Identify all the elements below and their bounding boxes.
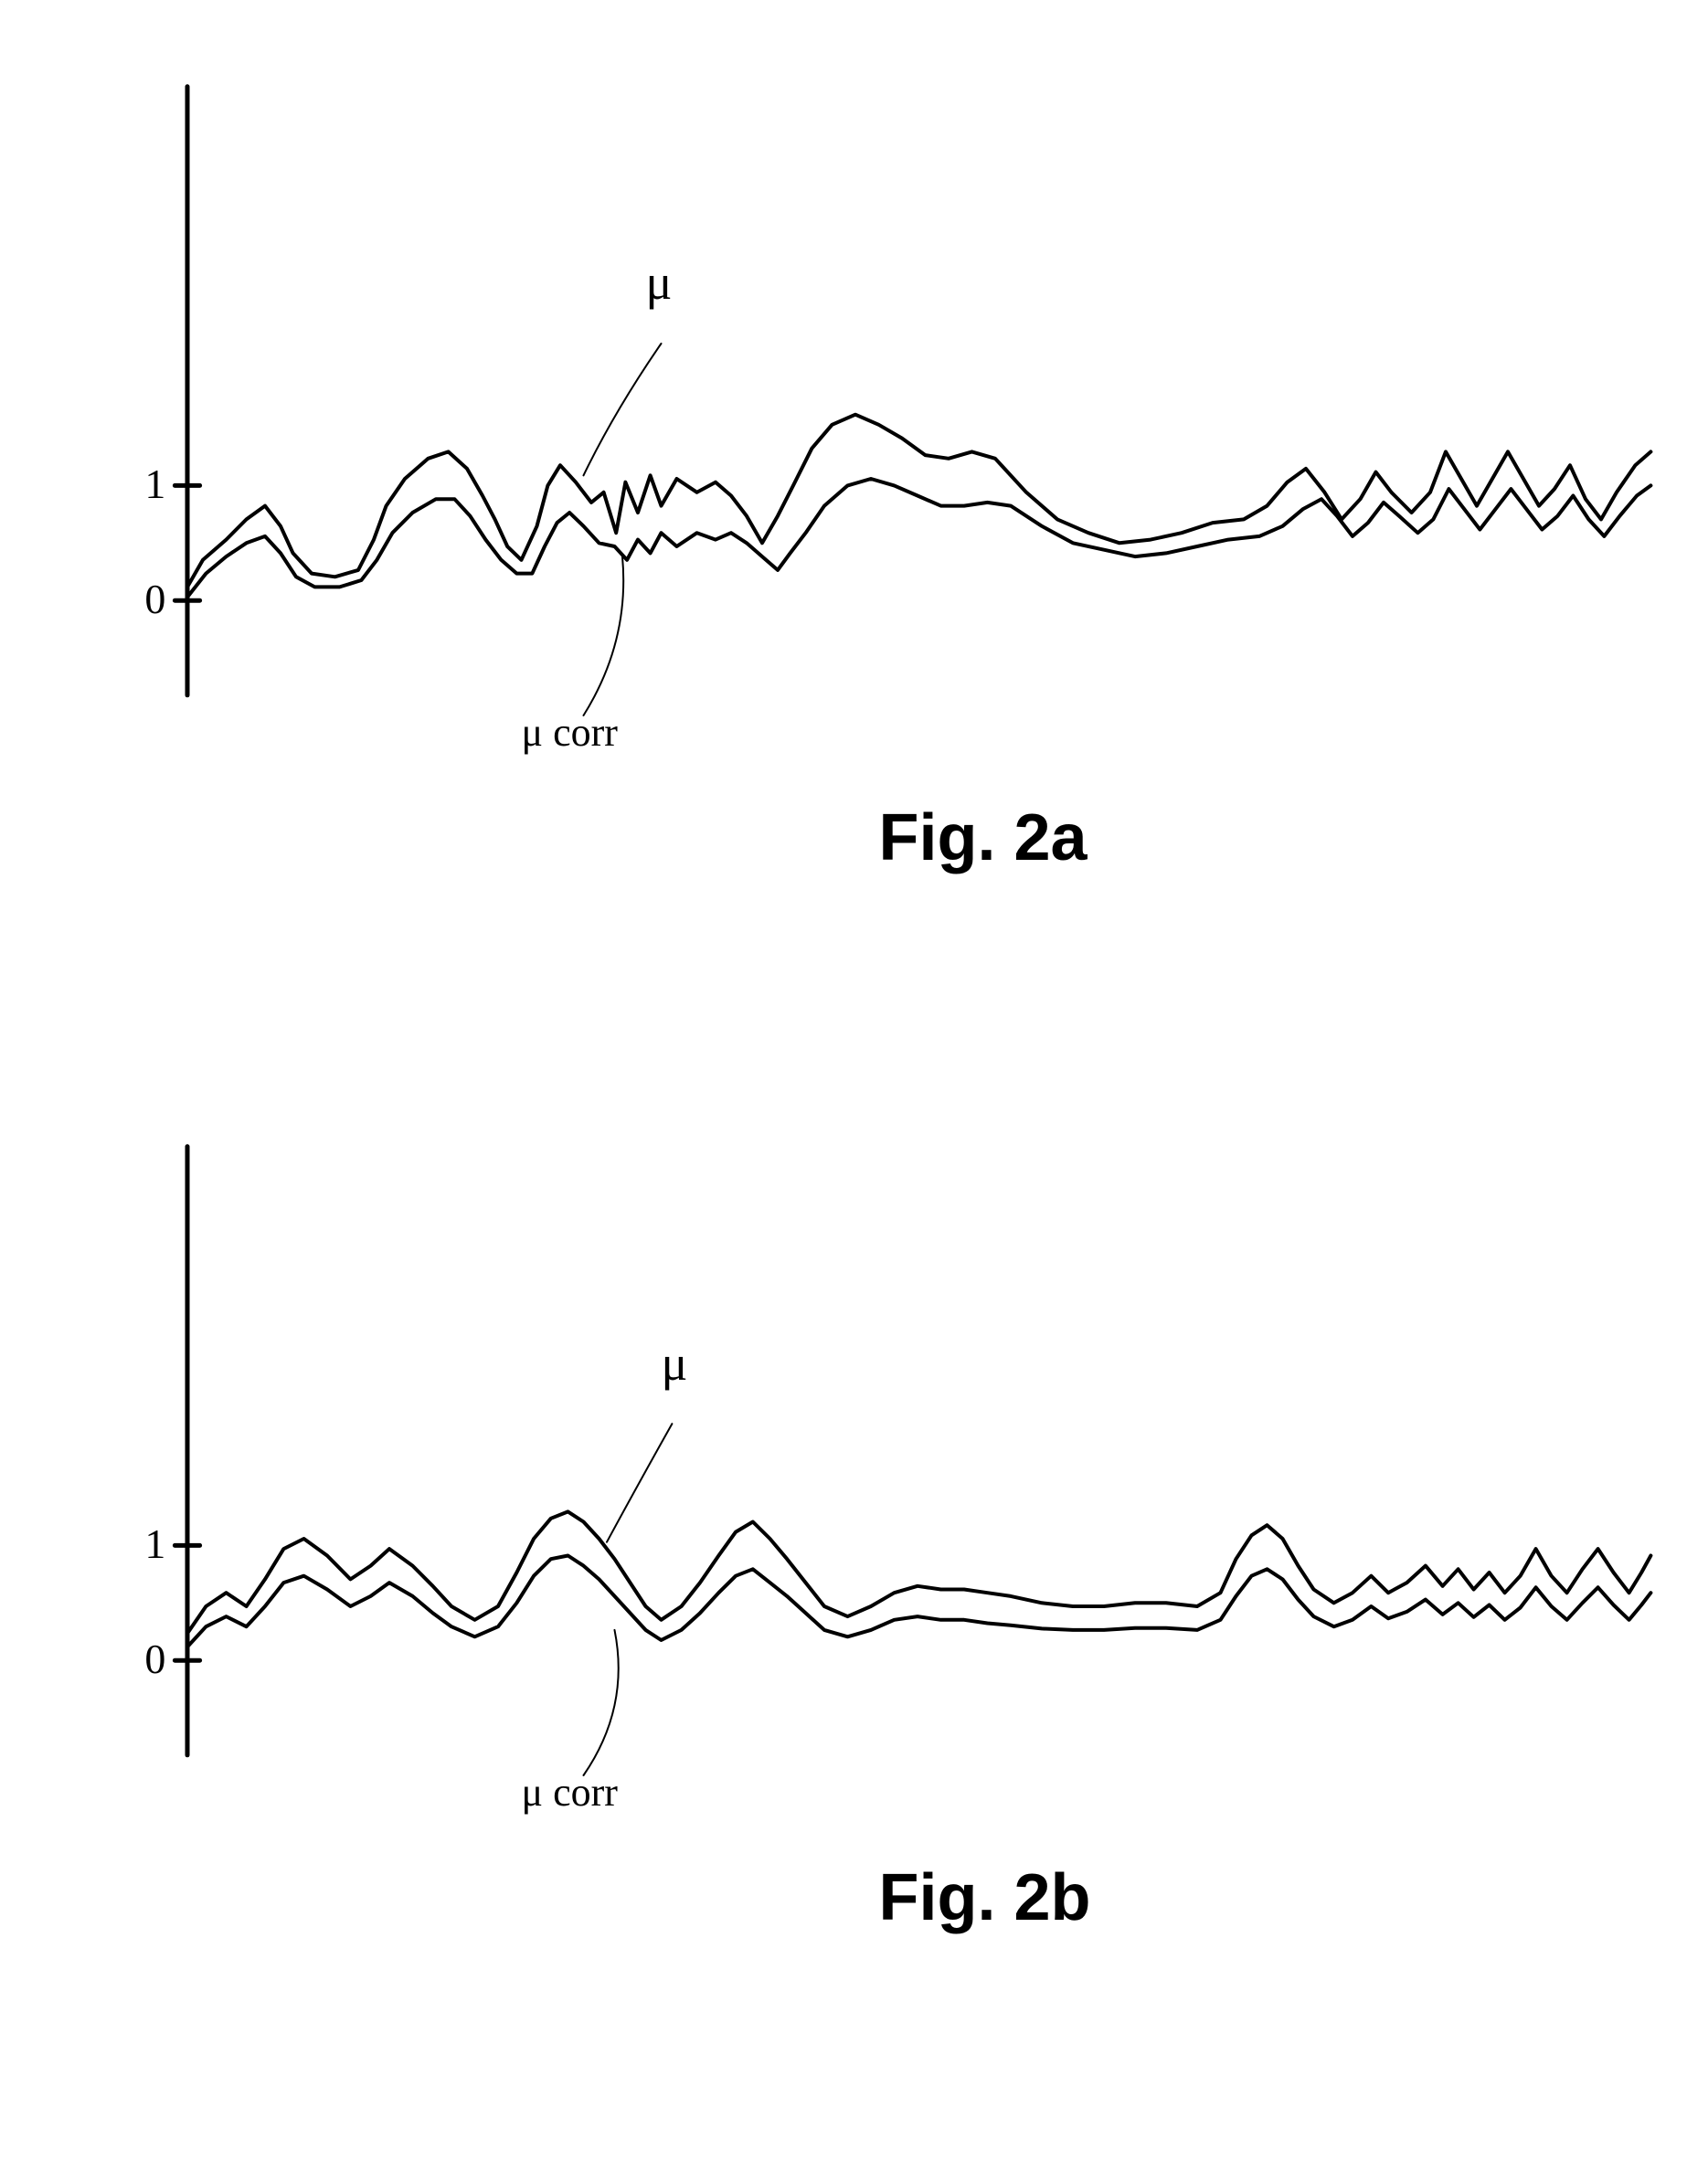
y-tick-label-0-a: 0 <box>111 575 165 623</box>
patent-figure-page: 0 1 μ μ corr Fig. 2a 0 1 μ μ corr Fig. 2… <box>0 0 1708 2171</box>
panel-fig-2b: 0 1 μ μ corr Fig. 2b <box>110 1133 1663 1809</box>
series-label-mu-b: μ <box>662 1335 688 1392</box>
series-label-mu-corr-a: μ corr <box>522 709 618 756</box>
y-tick-label-1-a: 1 <box>111 460 165 508</box>
series-label-mu-corr-b: μ corr <box>522 1769 618 1816</box>
caption-fig-2a: Fig. 2a <box>879 800 1087 875</box>
chart-fig-2b <box>110 1133 1663 1809</box>
y-tick-label-1-b: 1 <box>111 1520 165 1568</box>
chart-fig-2a <box>110 73 1663 749</box>
caption-fig-2b: Fig. 2b <box>879 1860 1091 1935</box>
y-tick-label-0-b: 0 <box>111 1635 165 1683</box>
series-label-mu-a: μ <box>646 254 673 311</box>
panel-fig-2a: 0 1 μ μ corr Fig. 2a <box>110 73 1663 749</box>
